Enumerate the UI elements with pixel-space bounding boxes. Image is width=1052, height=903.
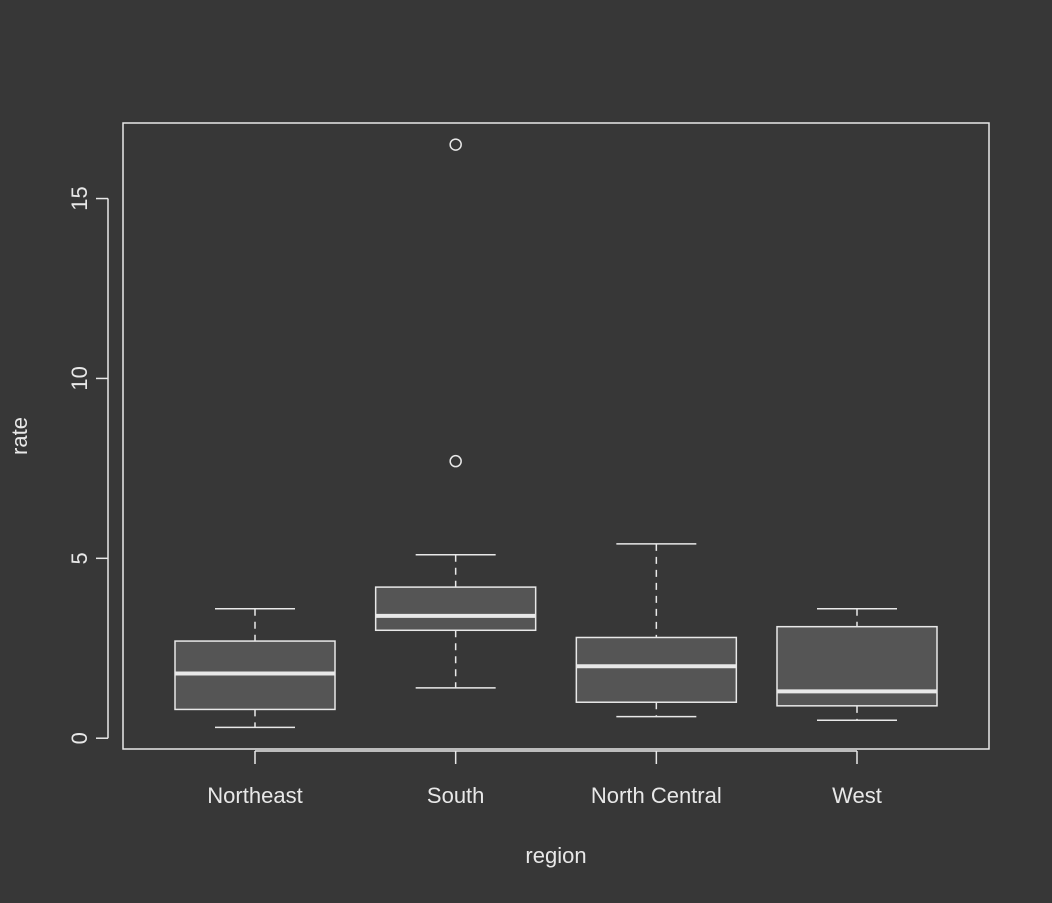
box-west [776, 607, 938, 721]
y-tick-label: 0 [67, 732, 92, 744]
outlier-point [449, 138, 462, 151]
plot-frame [122, 122, 990, 750]
y-axis: 0 5 10 15 [67, 186, 109, 744]
y-tick-label: 5 [67, 552, 92, 564]
x-tick-label: West [832, 783, 882, 808]
interquartile-box [776, 625, 938, 707]
x-tick-label: Northeast [207, 783, 302, 808]
y-axis-label: rate [7, 417, 32, 455]
y-tick-label: 15 [67, 186, 92, 210]
box-south [374, 138, 537, 689]
box-series [174, 138, 938, 729]
y-tick-label: 10 [67, 366, 92, 390]
x-tick-label: South [427, 783, 485, 808]
interquartile-box [374, 586, 537, 632]
x-tick-label: North Central [591, 783, 722, 808]
x-axis-label: region [525, 843, 586, 868]
box-northeast [174, 607, 336, 729]
interquartile-box [575, 636, 738, 703]
x-axis: Northeast South North Central West [207, 750, 882, 808]
box-north-central [575, 543, 738, 718]
outlier-point [449, 454, 462, 468]
